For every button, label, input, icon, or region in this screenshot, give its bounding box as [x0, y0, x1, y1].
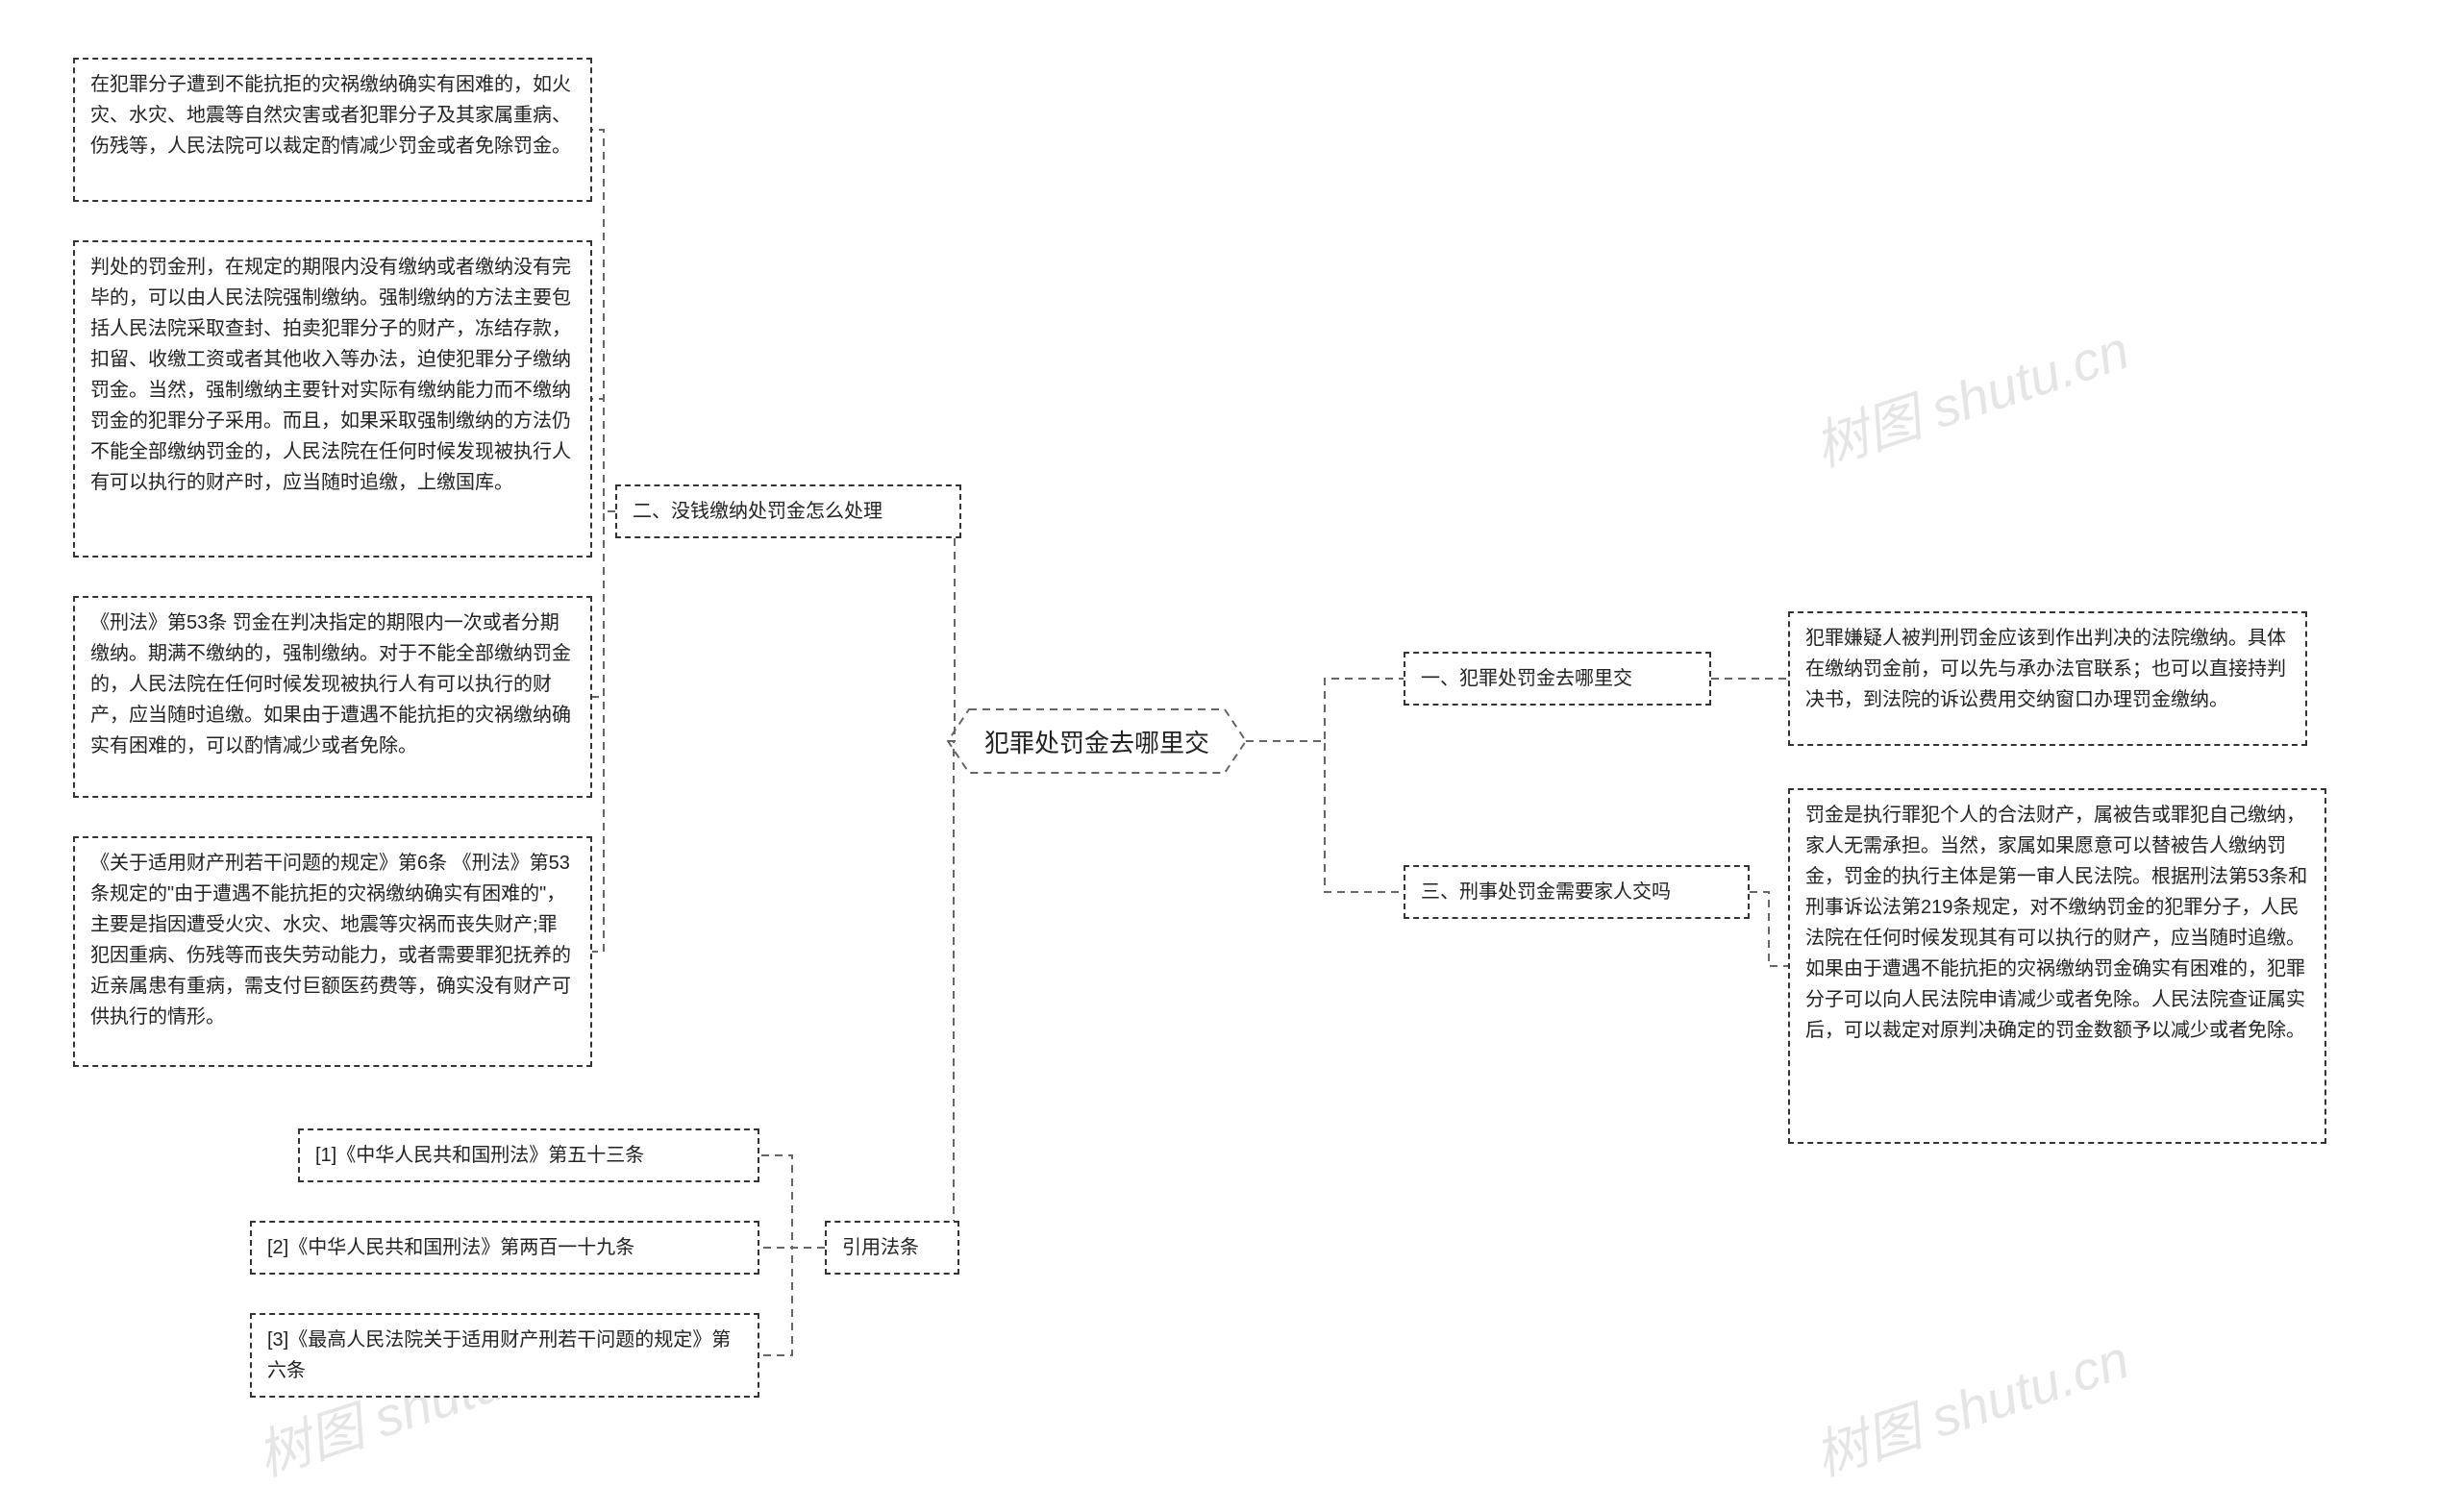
branch-lref: 引用法条	[825, 1221, 959, 1275]
watermark: 树图 shutu.cn	[1803, 308, 2138, 483]
watermark: 树图 shutu.cn	[1803, 1317, 2138, 1492]
leaf-l2-1: 判处的罚金刑，在规定的期限内没有缴纳或者缴纳没有完毕的，可以由人民法院强制缴纳。…	[73, 240, 592, 558]
leaf-r3-0: 罚金是执行罪犯个人的合法财产，属被告或罪犯自己缴纳，家人无需承担。当然，家属如果…	[1788, 788, 2326, 1144]
branch-r1: 一、犯罪处罚金去哪里交	[1404, 652, 1711, 706]
leaf-lref-2: [3]《最高人民法院关于适用财产刑若干问题的规定》第六条	[250, 1313, 759, 1398]
leaf-lref-1: [2]《中华人民共和国刑法》第两百一十九条	[250, 1221, 759, 1275]
leaf-lref-0: [1]《中华人民共和国刑法》第五十三条	[298, 1128, 759, 1182]
leaf-l2-0: 在犯罪分子遭到不能抗拒的灾祸缴纳确实有困难的，如火灾、水灾、地震等自然灾害或者犯…	[73, 58, 592, 202]
leaf-l2-2: 《刑法》第53条 罚金在判决指定的期限内一次或者分期缴纳。期满不缴纳的，强制缴纳…	[73, 596, 592, 798]
center-node: 犯罪处罚金去哪里交	[948, 709, 1246, 773]
branch-r3: 三、刑事处罚金需要家人交吗	[1404, 865, 1750, 919]
leaf-r1-0: 犯罪嫌疑人被判刑罚金应该到作出判决的法院缴纳。具体在缴纳罚金前，可以先与承办法官…	[1788, 611, 2307, 746]
branch-l2: 二、没钱缴纳处罚金怎么处理	[615, 484, 961, 538]
leaf-l2-3: 《关于适用财产刑若干问题的规定》第6条 《刑法》第53条规定的"由于遭遇不能抗拒…	[73, 836, 592, 1067]
